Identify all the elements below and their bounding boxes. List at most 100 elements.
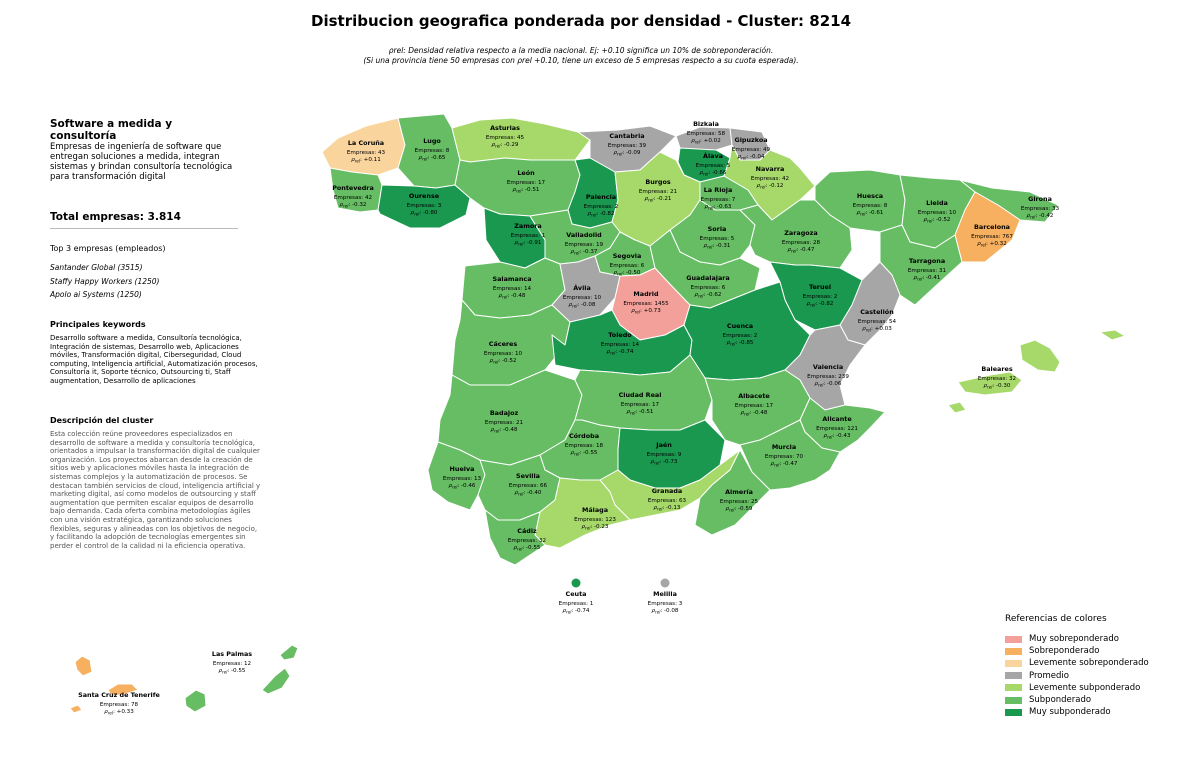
province-companies: Empresas: 10 [563, 295, 602, 301]
legend-label: Muy sobreponderado [1029, 634, 1119, 645]
province-rho: ρrel: -0.74 [607, 349, 634, 356]
province-name: Huelva [450, 465, 475, 473]
province-companies: Empresas: 6 [610, 263, 645, 269]
subtitle-line-2: (Si una provincia tiene 50 empresas con … [363, 56, 799, 65]
province-rho: ρrel: -0.23 [582, 524, 609, 531]
province-rho: ρrel: +0.33 [104, 709, 134, 716]
province-region-barcelona [954, 191, 1021, 263]
province-rho: ρrel: +0.02 [691, 138, 721, 145]
province-companies: Empresas: 6 [691, 285, 726, 291]
legend-label: Levemente subponderado [1029, 682, 1141, 693]
province-companies: Empresas: 10 [484, 351, 523, 357]
province-name: Málaga [582, 506, 608, 514]
cluster-name: Software a medida y consultoría [50, 118, 173, 142]
legend-swatch [1005, 659, 1022, 667]
province-companies: Empresas: 32 [508, 538, 546, 544]
province-companies: Empresas: 17 [621, 402, 660, 408]
legend-item: Muy sobreponderado [1005, 633, 1149, 645]
province-name: Melilla [653, 590, 677, 598]
province-region-cadiz [484, 509, 546, 566]
province-name: Guadalajara [686, 274, 729, 282]
province-companies: Empresas: 21 [639, 189, 678, 195]
province-companies: Empresas: 31 [908, 268, 947, 274]
top3-title: Top 3 empresas (empleados) [50, 244, 166, 253]
province-rho: ρrel: -0.40 [515, 490, 542, 497]
province-name: Almería [725, 488, 753, 496]
province-rho: ρrel: -0.29 [492, 142, 519, 149]
province-region-ceuta [571, 578, 581, 588]
province-rho: ρrel: -0.31 [704, 243, 731, 250]
province-companies: Empresas: 14 [493, 286, 532, 292]
province-rho: ρrel: -0.59 [726, 506, 753, 513]
province-rho: ρrel: -0.51 [627, 409, 654, 416]
subtitle-line-1: ρrel: Densidad relativa respecto a la me… [388, 46, 774, 55]
province-companies: Empresas: 2 [723, 333, 758, 339]
province-companies: Empresas: 3 [407, 203, 442, 209]
province-name: La Coruña [348, 139, 384, 147]
province-region-huelva [427, 441, 486, 511]
province-rho: ρrel: -0.91 [515, 240, 542, 247]
legend-label: Muy subponderado [1029, 707, 1111, 718]
province-name: Castellón [860, 308, 894, 316]
province-name: Ciudad Real [619, 391, 662, 399]
province-rho: ρrel: -0.32 [340, 202, 367, 209]
province-name: Sevilla [516, 472, 540, 480]
map-title: Distribucion geografica ponderada por de… [311, 12, 851, 30]
province-name: Cuenca [727, 322, 753, 330]
province-name: Bizkaia [693, 120, 719, 128]
map-subtitle: ρrel: Densidad relativa respecto a la me… [0, 46, 1162, 66]
legend-swatch [1005, 647, 1022, 655]
province-companies: Empresas: 78 [100, 702, 139, 708]
description-text: Esta colección reúne proveedores especia… [50, 430, 261, 550]
province-name: Albacete [738, 392, 770, 400]
province-rho: ρrel: -0.66 [700, 170, 727, 177]
province-name: Cáceres [489, 340, 518, 348]
province-companies: Empresas: 2 [584, 204, 619, 210]
province-rho: ρrel: -0.51 [513, 187, 540, 194]
province-regions [69, 113, 1126, 714]
province-rho: ρrel: -0.48 [499, 293, 526, 300]
province-region-santa-cruz-de-tenerife [69, 704, 83, 714]
province-region-zaragoza [739, 199, 853, 269]
province-companies: Empresas: 17 [507, 180, 546, 186]
legend-label: Promedio [1029, 670, 1069, 681]
province-companies: Empresas: 25 [720, 499, 759, 505]
province-name: La Rioja [704, 186, 733, 194]
province-label-santa-cruz-de-tenerife: Santa Cruz de Tenerife Empresas: 78ρrel: … [78, 691, 160, 716]
province-name: Lleida [926, 199, 948, 207]
legend-swatch [1005, 696, 1022, 704]
legend-item: Promedio [1005, 670, 1149, 682]
province-companies: Empresas: 5 [696, 163, 731, 169]
province-region-las-palmas [279, 644, 299, 661]
province-region-santa-cruz-de-tenerife [107, 683, 139, 697]
legend-swatch [1005, 672, 1022, 680]
province-name: Ourense [409, 192, 440, 200]
keywords-title: Principales keywords [50, 320, 146, 329]
province-name: Barcelona [974, 223, 1010, 231]
province-region-melilla [660, 578, 670, 588]
province-companies: Empresas: 1 [559, 601, 594, 607]
province-region-guadalajara [649, 229, 761, 309]
legend-item: Sobreponderado [1005, 645, 1149, 657]
province-companies: Empresas: 39 [608, 143, 647, 149]
province-region-baleares [1019, 339, 1061, 373]
province-companies: Empresas: 239 [807, 374, 849, 380]
province-rho: ρrel: -0.46 [449, 483, 476, 490]
province-rho: ρrel: -0.04 [738, 154, 765, 161]
